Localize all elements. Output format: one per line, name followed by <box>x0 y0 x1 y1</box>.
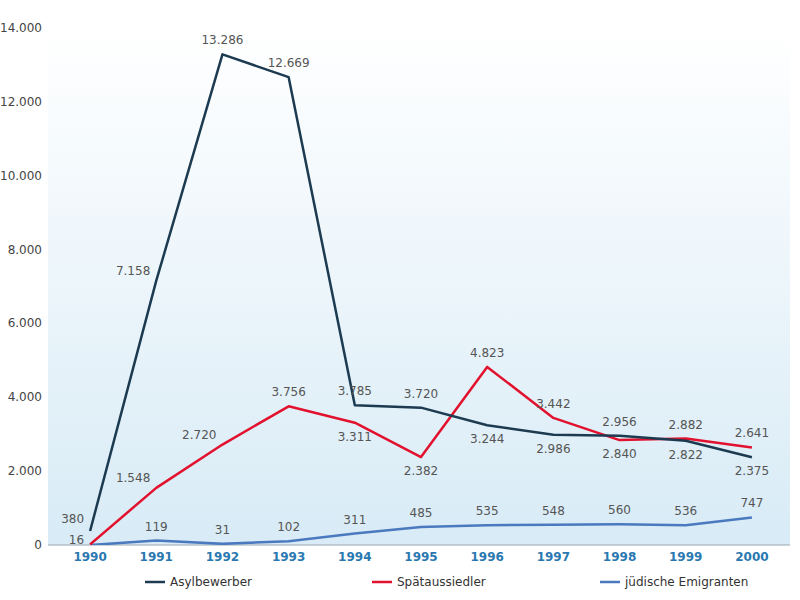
x-tick-label: 2000 <box>735 550 768 564</box>
data-label: 2.720 <box>182 428 216 442</box>
x-tick-label: 1998 <box>603 550 636 564</box>
data-label: 3.311 <box>338 430 372 444</box>
legend-label: Spätaussiedler <box>397 575 486 589</box>
y-tick-label: 14.000 <box>0 21 42 35</box>
series-line <box>90 54 752 531</box>
data-label: 2.840 <box>602 447 636 461</box>
x-tick-label: 1994 <box>338 550 371 564</box>
legend: Asylbewerber Spätaussiedler jüdische Emigr… <box>145 575 748 589</box>
data-label: 2.641 <box>735 426 769 440</box>
data-label: 2.382 <box>404 464 438 478</box>
data-label: 536 <box>674 504 697 518</box>
x-axis-line <box>48 545 790 546</box>
data-label: 12.669 <box>268 56 310 70</box>
x-tick-label: 1993 <box>272 550 305 564</box>
x-tick-label: 1996 <box>470 550 503 564</box>
data-label: 2.986 <box>536 442 570 456</box>
data-label: 13.286 <box>201 33 243 47</box>
y-tick-label: 12.000 <box>0 95 42 109</box>
data-label: 3.244 <box>470 432 504 446</box>
chart-root: 0 2.000 4.000 6.000 8.000 10.000 12.000 14.000 1… <box>0 0 800 600</box>
x-tick-label: 1999 <box>669 550 702 564</box>
series-line <box>90 367 752 545</box>
data-label: 16 <box>69 533 84 547</box>
data-label: 485 <box>410 506 433 520</box>
y-tick-label: 6.000 <box>8 316 42 330</box>
data-label: 2.882 <box>669 418 703 432</box>
data-label: 380 <box>61 512 84 526</box>
data-label: 3.720 <box>404 387 438 401</box>
data-label: 102 <box>277 520 300 534</box>
x-tick-label: 1995 <box>404 550 437 564</box>
data-label: 2.375 <box>735 464 769 478</box>
legend-swatch <box>600 581 620 584</box>
data-label: 548 <box>542 504 565 518</box>
data-labels: 380 16 7.158 1.548 119 13.286 2.720 31 12.669 3.7… <box>61 33 769 547</box>
series-line <box>90 517 752 545</box>
data-label: 31 <box>215 523 230 537</box>
chart-svg: 0 2.000 4.000 6.000 8.000 10.000 12.000 14.000 1… <box>0 0 800 600</box>
data-label: 3.442 <box>536 397 570 411</box>
y-tick-label: 4.000 <box>8 390 42 404</box>
data-label: 747 <box>740 496 763 510</box>
data-label: 535 <box>476 504 499 518</box>
data-label: 311 <box>343 513 366 527</box>
legend-swatch <box>145 581 165 584</box>
data-label: 560 <box>608 503 631 517</box>
y-tick-label: 2.000 <box>8 464 42 478</box>
x-tick-label: 1991 <box>140 550 173 564</box>
data-label: 3.756 <box>271 385 305 399</box>
x-tick-label: 1992 <box>206 550 239 564</box>
data-label: 2.822 <box>669 448 703 462</box>
data-label: 119 <box>145 520 168 534</box>
legend-swatch <box>372 581 392 584</box>
legend-label: Asylbewerber <box>170 575 252 589</box>
legend-label: jüdische Emigranten <box>624 575 748 589</box>
plot-background <box>48 28 790 545</box>
y-tick-label: 0 <box>34 538 42 552</box>
data-label: 4.823 <box>470 346 504 360</box>
data-label: 7.158 <box>116 264 150 278</box>
lines <box>90 54 752 545</box>
y-tick-label: 8.000 <box>8 243 42 257</box>
y-tick-label: 10.000 <box>0 169 42 183</box>
x-tick-label: 1997 <box>537 550 570 564</box>
data-label: 3.785 <box>338 384 372 398</box>
x-tick-label: 1990 <box>73 550 106 564</box>
data-label: 2.956 <box>602 415 636 429</box>
data-label: 1.548 <box>116 471 150 485</box>
